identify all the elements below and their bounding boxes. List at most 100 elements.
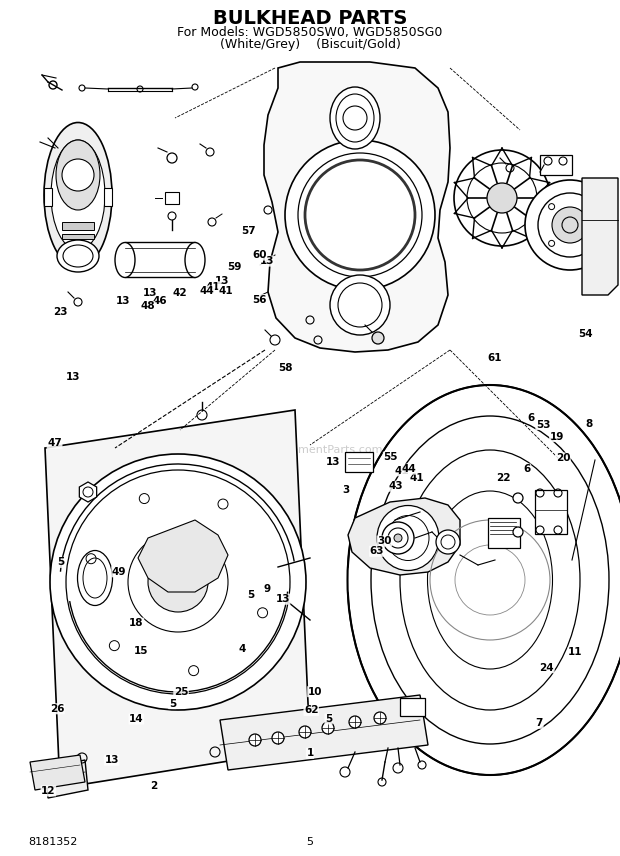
- Text: 18: 18: [129, 618, 144, 628]
- Polygon shape: [30, 755, 85, 790]
- Polygon shape: [264, 62, 450, 352]
- Text: 41: 41: [394, 466, 409, 476]
- Bar: [400, 698, 425, 716]
- Text: 9: 9: [263, 584, 270, 594]
- Text: 25: 25: [174, 687, 188, 697]
- Text: 62: 62: [304, 705, 319, 716]
- Text: 53: 53: [536, 419, 551, 430]
- Circle shape: [298, 153, 422, 277]
- Polygon shape: [45, 760, 88, 798]
- Text: 26: 26: [50, 704, 64, 714]
- Text: 41: 41: [206, 282, 221, 292]
- Polygon shape: [582, 178, 618, 295]
- Ellipse shape: [56, 140, 100, 210]
- Circle shape: [249, 734, 261, 746]
- Text: 14: 14: [129, 714, 144, 724]
- Ellipse shape: [44, 122, 112, 268]
- Text: 13: 13: [104, 755, 119, 765]
- Text: 22: 22: [496, 473, 511, 483]
- Ellipse shape: [185, 242, 205, 277]
- Circle shape: [285, 140, 435, 290]
- Ellipse shape: [377, 506, 439, 570]
- Circle shape: [322, 722, 334, 734]
- Circle shape: [538, 193, 602, 257]
- Polygon shape: [348, 498, 460, 575]
- Text: 30: 30: [377, 536, 392, 546]
- Text: 19: 19: [549, 431, 564, 442]
- Circle shape: [62, 159, 94, 191]
- Ellipse shape: [78, 550, 112, 605]
- Text: 41: 41: [218, 286, 233, 296]
- Text: 12: 12: [41, 786, 56, 796]
- Circle shape: [467, 163, 537, 233]
- Text: 2: 2: [150, 781, 157, 791]
- Polygon shape: [138, 520, 228, 592]
- Text: BULKHEAD PARTS: BULKHEAD PARTS: [213, 9, 407, 27]
- Text: 47: 47: [47, 438, 62, 449]
- Ellipse shape: [51, 140, 105, 250]
- Circle shape: [513, 527, 523, 537]
- Text: 7: 7: [536, 718, 543, 728]
- Circle shape: [487, 183, 517, 213]
- Text: 15: 15: [134, 645, 149, 656]
- Bar: [62, 234, 94, 239]
- Circle shape: [167, 153, 177, 163]
- Text: 4: 4: [238, 644, 246, 654]
- Text: 56: 56: [252, 294, 267, 305]
- Text: 54: 54: [578, 329, 593, 339]
- Text: 59: 59: [227, 262, 242, 272]
- Text: 6: 6: [523, 464, 531, 474]
- Text: 13: 13: [115, 296, 130, 306]
- Circle shape: [50, 454, 306, 710]
- Text: 5: 5: [306, 837, 314, 847]
- Text: 44: 44: [200, 286, 215, 296]
- Text: 46: 46: [153, 296, 167, 306]
- Text: 10: 10: [308, 687, 322, 697]
- Bar: [125, 242, 195, 277]
- Circle shape: [394, 534, 402, 542]
- Text: 58: 58: [278, 363, 293, 373]
- Ellipse shape: [115, 242, 135, 277]
- Text: 57: 57: [241, 226, 255, 236]
- Bar: [165, 192, 179, 204]
- Ellipse shape: [330, 87, 380, 149]
- Text: (White/Grey)    (Biscuit/Gold): (White/Grey) (Biscuit/Gold): [219, 38, 401, 51]
- Bar: [535, 490, 567, 534]
- Text: 44: 44: [402, 464, 417, 474]
- Text: 13: 13: [215, 276, 229, 286]
- Text: 13: 13: [326, 457, 341, 467]
- Text: For Models: WGD5850SW0, WGD5850SG0: For Models: WGD5850SW0, WGD5850SG0: [177, 26, 443, 39]
- Text: 63: 63: [370, 546, 384, 556]
- Text: 49: 49: [112, 567, 126, 577]
- Text: 8: 8: [585, 419, 593, 429]
- Circle shape: [299, 726, 311, 738]
- Polygon shape: [79, 482, 97, 502]
- Polygon shape: [220, 695, 428, 770]
- Ellipse shape: [63, 245, 93, 267]
- Text: 3: 3: [342, 484, 350, 495]
- Circle shape: [558, 182, 590, 214]
- Text: 11: 11: [568, 647, 583, 657]
- Circle shape: [330, 275, 390, 335]
- Text: 24: 24: [539, 663, 554, 673]
- Text: 41: 41: [409, 473, 424, 483]
- Text: 6: 6: [527, 413, 534, 423]
- Text: 13: 13: [143, 288, 157, 298]
- Circle shape: [148, 552, 208, 612]
- Circle shape: [552, 207, 588, 243]
- Polygon shape: [45, 410, 310, 788]
- Text: 5: 5: [169, 698, 176, 709]
- Text: 5: 5: [57, 557, 64, 568]
- Text: 20: 20: [556, 453, 570, 463]
- Circle shape: [382, 522, 414, 554]
- Circle shape: [454, 150, 550, 246]
- Text: 1: 1: [306, 748, 314, 758]
- Text: 48: 48: [140, 301, 155, 312]
- Text: 23: 23: [53, 307, 68, 318]
- Circle shape: [128, 532, 228, 632]
- Text: 8181352: 8181352: [28, 837, 78, 847]
- Bar: [44, 188, 52, 206]
- Text: 13: 13: [275, 594, 290, 604]
- Circle shape: [525, 180, 615, 270]
- Text: 42: 42: [172, 288, 187, 298]
